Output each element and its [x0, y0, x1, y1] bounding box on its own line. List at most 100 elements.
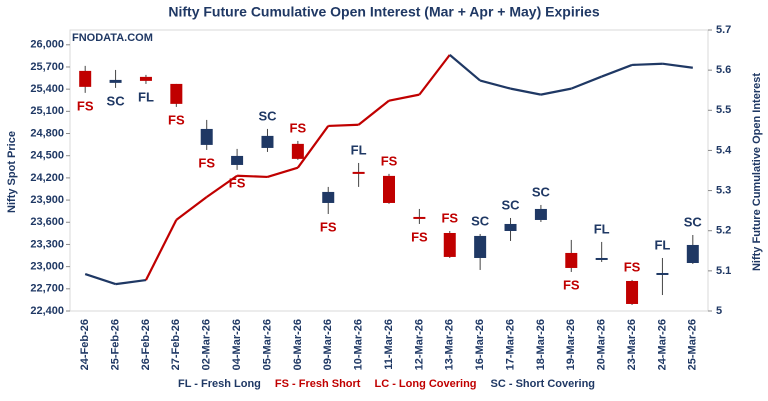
legend-entry: FL - Fresh Long	[178, 378, 261, 390]
candle-body	[413, 216, 426, 219]
signal-label: SC	[471, 213, 490, 228]
candle-body	[474, 235, 487, 258]
x-tick-label: 24-Feb-26	[79, 319, 91, 370]
signal-label: FS	[411, 229, 428, 244]
candle-body	[170, 83, 183, 104]
x-tick-label: 18-Mar-26	[535, 319, 547, 370]
y2-tick-label: 5.5	[716, 104, 731, 116]
candle-body	[626, 280, 639, 304]
y-tick-label: 22,400	[30, 305, 64, 317]
x-tick-label: 11-Mar-26	[383, 319, 395, 370]
candle-body	[79, 70, 92, 87]
signal-label: FS	[624, 259, 641, 274]
x-tick-label: 17-Mar-26	[504, 319, 516, 370]
y-tick-label: 23,300	[30, 238, 64, 250]
y-tick-label: 23,600	[30, 216, 64, 228]
candle-body	[139, 76, 152, 81]
candle-body	[595, 257, 608, 260]
signal-label: FL	[594, 221, 610, 236]
legend-entry: FS - Fresh Short	[275, 378, 361, 390]
oi-line	[449, 54, 481, 82]
signal-label: FS	[77, 98, 94, 113]
y2-tick-label: 5.1	[716, 265, 731, 277]
signal-label: FS	[168, 112, 185, 127]
candle-body	[200, 128, 213, 145]
signal-label: SC	[684, 214, 703, 229]
oi-line	[357, 99, 390, 126]
y-tick-label: 24,200	[30, 172, 64, 184]
oi-line	[84, 273, 116, 286]
y-tick-label: 24,800	[30, 127, 64, 139]
candle-body	[231, 155, 244, 165]
candle-body	[504, 223, 517, 231]
y2-tick-label: 5	[716, 305, 722, 317]
legend-entry: LC - Long Covering	[374, 378, 476, 390]
y-tick-label: 25,400	[30, 83, 64, 95]
signal-label: FL	[654, 237, 670, 252]
y2-tick-label: 5.2	[716, 225, 731, 237]
x-tick-label: 09-Mar-26	[322, 319, 334, 370]
candle-body	[352, 171, 365, 174]
x-tick-label: 13-Mar-26	[444, 319, 456, 370]
signal-label: SC	[501, 197, 520, 212]
y2-tick-label: 5.4	[716, 144, 732, 156]
y2-tick-label: 5.3	[716, 184, 731, 196]
x-tick-label: 02-Mar-26	[201, 319, 213, 370]
oi-line	[388, 93, 420, 102]
y2-axis-label: Nifty Future Cumulative Open Interest	[751, 73, 763, 271]
x-tick-label: 19-Mar-26	[565, 319, 577, 370]
signal-label: FS	[563, 277, 580, 292]
signal-label: SC	[107, 93, 126, 108]
oi-line	[206, 174, 238, 198]
oi-line	[540, 87, 572, 96]
x-tick-label: 05-Mar-26	[261, 319, 273, 370]
oi-line	[115, 278, 147, 286]
oi-line	[175, 196, 208, 221]
x-tick-label: 26-Feb-26	[140, 319, 152, 370]
oi-line	[144, 219, 178, 281]
oi-line	[510, 87, 542, 96]
y-tick-label: 23,000	[30, 261, 64, 273]
candle-body	[291, 143, 304, 159]
oi-line	[570, 75, 603, 90]
oi-line	[237, 174, 268, 179]
signal-label: FS	[229, 175, 246, 190]
signal-label: SC	[532, 184, 551, 199]
y-tick-label: 23,900	[30, 194, 64, 206]
oi-line	[479, 79, 511, 90]
candle-body	[109, 79, 122, 83]
candle-body	[322, 191, 335, 203]
plot-frame	[69, 29, 709, 312]
y-tick-label: 25,700	[30, 61, 64, 73]
watermark: FNODATA.COM	[72, 32, 153, 44]
candle-body	[261, 135, 274, 148]
x-tick-label: 16-Mar-26	[474, 319, 486, 370]
y-tick-label: 22,700	[30, 283, 64, 295]
oi-line	[418, 54, 451, 96]
chart-title: Nifty Future Cumulative Open Interest (M…	[168, 4, 599, 20]
signal-label: FS	[198, 155, 215, 170]
y-tick-label: 26,000	[30, 39, 64, 51]
oi-line	[296, 125, 330, 169]
signal-label: FL	[351, 142, 367, 157]
x-tick-label: 04-Mar-26	[231, 319, 243, 370]
x-tick-label: 23-Mar-26	[626, 319, 638, 370]
signal-label: FL	[138, 89, 154, 104]
signal-label: SC	[258, 108, 277, 123]
oi-line	[601, 63, 633, 78]
x-tick-label: 25-Feb-26	[109, 319, 121, 370]
signal-label: FS	[441, 210, 458, 225]
y-tick-label: 24,500	[30, 150, 64, 162]
y2-tick-label: 5.6	[716, 64, 731, 76]
x-tick-label: 25-Mar-26	[687, 319, 699, 370]
y2-tick-label: 5.7	[716, 24, 731, 36]
candle-body	[443, 232, 456, 257]
candle-body	[686, 244, 699, 264]
x-tick-label: 06-Mar-26	[292, 319, 304, 370]
candle-body	[565, 252, 578, 268]
x-tick-label: 10-Mar-26	[353, 319, 365, 370]
y-axis-label: Nifty Spot Price	[6, 131, 18, 213]
signal-label: FS	[290, 120, 307, 135]
candle-body	[383, 175, 395, 203]
